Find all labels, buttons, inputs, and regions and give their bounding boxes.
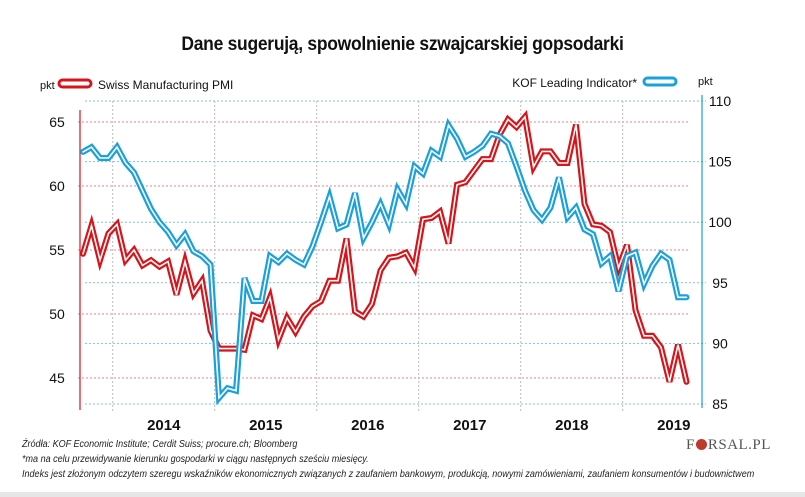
series-line-kof-inner	[82, 123, 688, 400]
legend-label-kof: KOF Leading Indicator*	[512, 76, 637, 90]
left-tick-label: 55	[49, 242, 65, 258]
right-tick-label: 105	[708, 154, 732, 170]
bottom-divider	[0, 492, 805, 497]
left-tick-label: 60	[49, 178, 65, 194]
right-tick-label: 100	[708, 214, 732, 230]
x-tick-label: 2016	[351, 417, 384, 434]
right-tick-label: 110	[709, 93, 732, 109]
forsal-logo: F RSAL.PL	[686, 437, 771, 453]
legend-swatch-pmi	[57, 78, 93, 89]
chart-title: Dane sugerują, spowolnienie szwajcarskie…	[181, 34, 624, 55]
x-tick-label: 2015	[249, 417, 282, 434]
x-tick-label: 2019	[657, 417, 690, 434]
left-tick-label: 50	[49, 306, 65, 322]
left-tick-label: 65	[49, 114, 65, 130]
x-tick-label: 2014	[147, 417, 181, 434]
legend-swatch-kof	[642, 76, 678, 87]
legend-label-pmi: Swiss Manufacturing PMI	[98, 78, 233, 92]
x-tick-label: 2018	[555, 417, 588, 434]
sources-note: Źródła: KOF Economic Institute; Cerdit S…	[22, 438, 298, 450]
footnote-1: *ma na celu przewidywanie kierunku gospo…	[22, 453, 369, 465]
grid	[78, 100, 706, 411]
series-layer	[80, 109, 690, 406]
right-tick-label: 85	[712, 396, 728, 412]
footer-notes: Źródła: KOF Economic Institute; Cerdit S…	[22, 437, 754, 482]
right-tick-label: 90	[712, 335, 728, 351]
right-unit-label: pkt	[698, 76, 713, 88]
left-unit-label: pkt	[40, 80, 55, 92]
left-tick-label: 45	[49, 370, 65, 386]
logo-chart-icon	[695, 439, 707, 450]
legend: pkt Swiss Manufacturing PMI KOF Leading …	[40, 76, 713, 92]
axes: 45 50 55 60 65 85 90 95 100 105 110 2014 2015 2016 201…	[49, 93, 732, 434]
footnote-2: Indeks jest złożonym odczytem szeregu ws…	[22, 468, 755, 480]
series-line-pmi-inner	[82, 115, 688, 383]
x-tick-label: 2017	[453, 417, 486, 434]
right-tick-label: 95	[712, 275, 728, 291]
